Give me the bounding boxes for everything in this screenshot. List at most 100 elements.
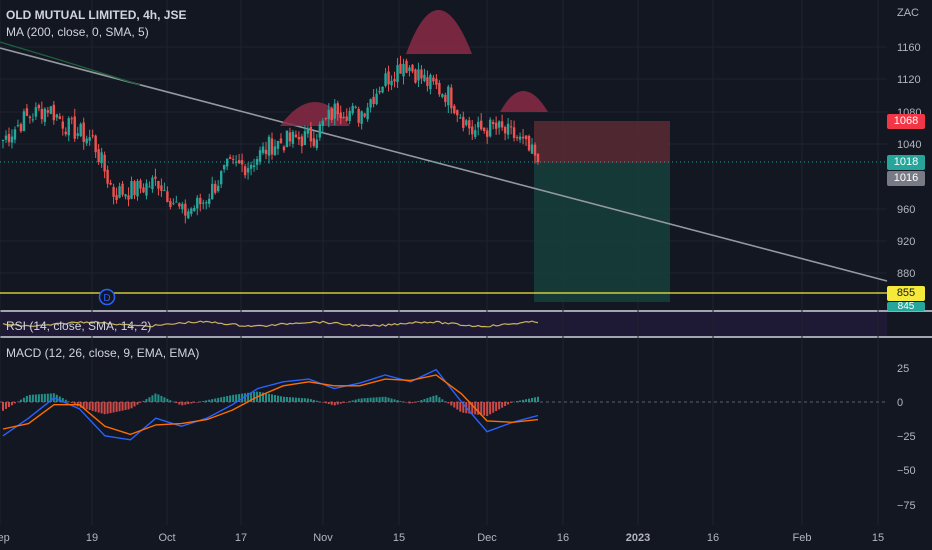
macd-histogram-bar — [438, 397, 441, 402]
candle-body — [456, 110, 459, 116]
candle-body — [459, 117, 462, 119]
ma-legend[interactable]: MA (200, close, 0, SMA, 5) — [6, 25, 149, 39]
macd-histogram-bar — [351, 400, 354, 402]
macd-histogram-bar — [64, 399, 67, 402]
grid-lines — [0, 0, 887, 525]
time-tick-label: 17 — [235, 532, 247, 544]
price-tick-label: 1160 — [897, 42, 921, 54]
macd-histogram-bar — [537, 396, 539, 402]
candle-body — [151, 177, 154, 190]
candle-body — [34, 107, 38, 117]
macd-axis-ticks: 25 0 −25 −50 −75 — [897, 363, 916, 512]
macd-histogram-bar — [31, 394, 34, 402]
macd-histogram-bar — [232, 394, 235, 402]
macd-histogram-bar — [513, 401, 516, 403]
candle-body — [432, 77, 435, 82]
candle-body — [22, 111, 26, 132]
signal-line — [2, 374, 539, 436]
macd-histogram-bar — [324, 402, 327, 404]
candle-body — [372, 96, 375, 105]
candle-body — [527, 135, 531, 151]
candle-body — [333, 103, 336, 119]
macd-histogram-bar — [528, 398, 531, 402]
candle-body — [378, 91, 381, 93]
macd-histogram-bar — [447, 402, 450, 404]
candle-body — [25, 108, 29, 116]
candle-body — [121, 183, 124, 195]
time-tick-label: 15 — [393, 532, 405, 544]
candle-body — [178, 203, 181, 207]
candle-body — [142, 187, 145, 193]
macd-histogram-bar — [282, 396, 285, 402]
macd-histogram-bar — [288, 397, 291, 402]
candle-body — [351, 105, 354, 114]
candle-body — [61, 121, 64, 129]
macd-histogram-bar — [172, 401, 175, 403]
candle-body — [396, 65, 399, 83]
macd-histogram-bar — [285, 396, 288, 402]
macd-histogram-bar — [270, 394, 273, 402]
macd-tick-label: −50 — [897, 465, 916, 477]
candle-body — [420, 69, 423, 79]
macd-histogram-bar — [268, 393, 271, 402]
candle-body — [181, 203, 184, 210]
candle-body — [133, 181, 136, 196]
candle-body — [216, 185, 220, 191]
candle-body — [246, 168, 250, 173]
candle-body — [518, 136, 522, 140]
dividend-marker[interactable] — [98, 288, 116, 306]
candle-body — [471, 126, 474, 135]
macd-histogram-bar — [97, 402, 100, 413]
macd-histogram-bar — [7, 402, 10, 408]
candle-body — [503, 127, 507, 134]
macd-histogram-bar — [145, 399, 148, 402]
candle-body — [300, 136, 304, 147]
candle-body — [70, 118, 73, 120]
macd-histogram-bar — [154, 393, 157, 402]
candle-body — [474, 130, 477, 137]
candle-body — [28, 116, 32, 119]
rsi-legend[interactable]: RSI (14, close, SMA, 14, 2) — [6, 319, 152, 333]
head-arc — [406, 10, 472, 54]
chart-background — [0, 0, 887, 550]
macd-histogram-bar — [453, 402, 456, 408]
candle-body — [1, 140, 5, 142]
macd-histogram-bar — [390, 398, 393, 402]
last-price-badge: 1018 — [887, 155, 925, 170]
macd-histogram-bar — [429, 396, 432, 402]
candle-body — [515, 137, 519, 139]
macd-histogram-bar — [34, 394, 37, 402]
macd-histogram-bar — [133, 402, 136, 407]
price-axis-currency: ZAC — [897, 7, 919, 19]
macd-histogram-bar — [510, 402, 513, 403]
candle-body — [139, 180, 142, 189]
stop-loss-zone — [534, 121, 670, 163]
macd-histogram-bar — [357, 398, 360, 402]
candle-body — [533, 144, 537, 156]
macd-histogram-bar — [79, 402, 82, 408]
macd-histogram-bar — [477, 402, 480, 415]
macd-histogram-bar — [223, 396, 226, 402]
candle-body — [447, 86, 450, 106]
candle-body — [279, 138, 283, 144]
candle-body — [303, 131, 307, 146]
candle-body — [16, 125, 20, 127]
candle-body — [79, 123, 82, 137]
candle-body — [214, 183, 217, 193]
macd-histogram-bar — [94, 402, 97, 412]
macd-histogram-bar — [130, 402, 133, 409]
previous-close-badge: 1016 — [887, 171, 925, 186]
price-tick-label: 960 — [897, 204, 915, 216]
candle-body — [228, 157, 232, 159]
macd-legend[interactable]: MACD (12, 26, close, 9, EMA, EMA) — [6, 346, 200, 360]
macd-histogram-bar — [318, 401, 321, 403]
macd-histogram-bar — [58, 396, 61, 402]
macd-histogram-bar — [375, 397, 378, 402]
candle-body — [109, 182, 112, 185]
macd-histogram-bar — [169, 400, 172, 402]
macd-histogram-bar — [253, 391, 256, 402]
macd-histogram-bar — [163, 397, 166, 402]
candle-body — [160, 185, 163, 191]
candle-body — [375, 93, 378, 105]
